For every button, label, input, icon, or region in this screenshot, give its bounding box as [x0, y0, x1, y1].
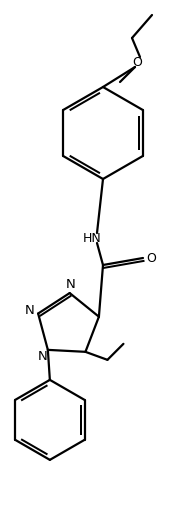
Text: N: N [37, 351, 47, 363]
Text: N: N [25, 304, 35, 317]
Text: O: O [132, 55, 142, 69]
Text: O: O [146, 251, 156, 265]
Text: N: N [65, 278, 75, 290]
Text: HN: HN [83, 231, 101, 244]
